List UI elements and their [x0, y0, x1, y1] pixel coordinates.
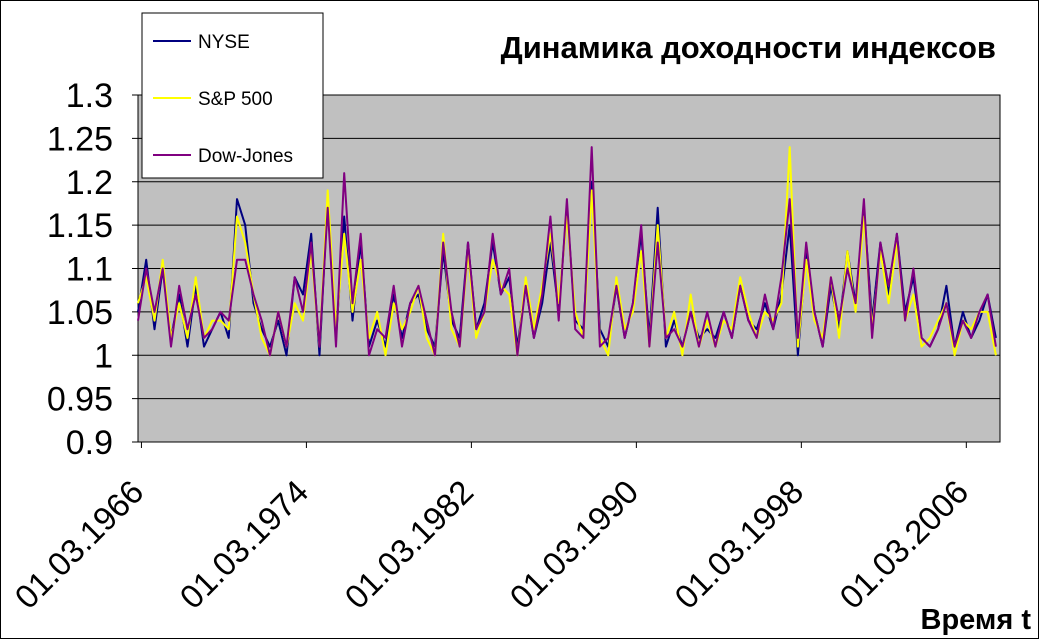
y-tick-label: 1.3: [66, 77, 113, 115]
series-layer: [137, 146, 997, 357]
x-tick-labels: 01.03.1966 01.03.1974 01.03.1982 01.03.1990…: [7, 473, 975, 616]
y-tick-label: 1.1: [66, 251, 113, 289]
legend-label: Dow-Jones: [198, 146, 293, 167]
legend-label: S&P 500: [198, 89, 273, 110]
x-axis-label: Время t: [921, 604, 1032, 636]
y-tick-label: 1.15: [47, 207, 113, 245]
series-line-dow-jones: [137, 146, 997, 357]
y-tick-label: 1.2: [66, 164, 113, 202]
y-tick-label: 0.95: [47, 381, 113, 419]
x-tick-label: 01.03.1974: [172, 473, 315, 616]
x-tick-label: 01.03.2006: [832, 473, 975, 616]
x-tick-label: 01.03.1998: [667, 473, 810, 616]
x-tick-label: 01.03.1982: [337, 473, 480, 616]
y-tick-label: 1: [94, 337, 113, 375]
y-tick-labels: 0.9 0.95 1 1.05 1.1 1.15 1.2 1.25 1.3: [47, 77, 113, 462]
y-tick-label: 1.25: [47, 120, 113, 158]
legend: NYSE S&P 500 Dow-Jones: [141, 12, 324, 179]
y-tick-label: 1.05: [47, 294, 113, 332]
y-tick-label: 0.9: [66, 424, 113, 462]
x-tick-label: 01.03.1990: [502, 473, 645, 616]
chart-title: Динамика доходности индексов: [501, 30, 996, 65]
legend-label: NYSE: [198, 32, 250, 53]
x-tick-label: 01.03.1966: [7, 473, 150, 616]
